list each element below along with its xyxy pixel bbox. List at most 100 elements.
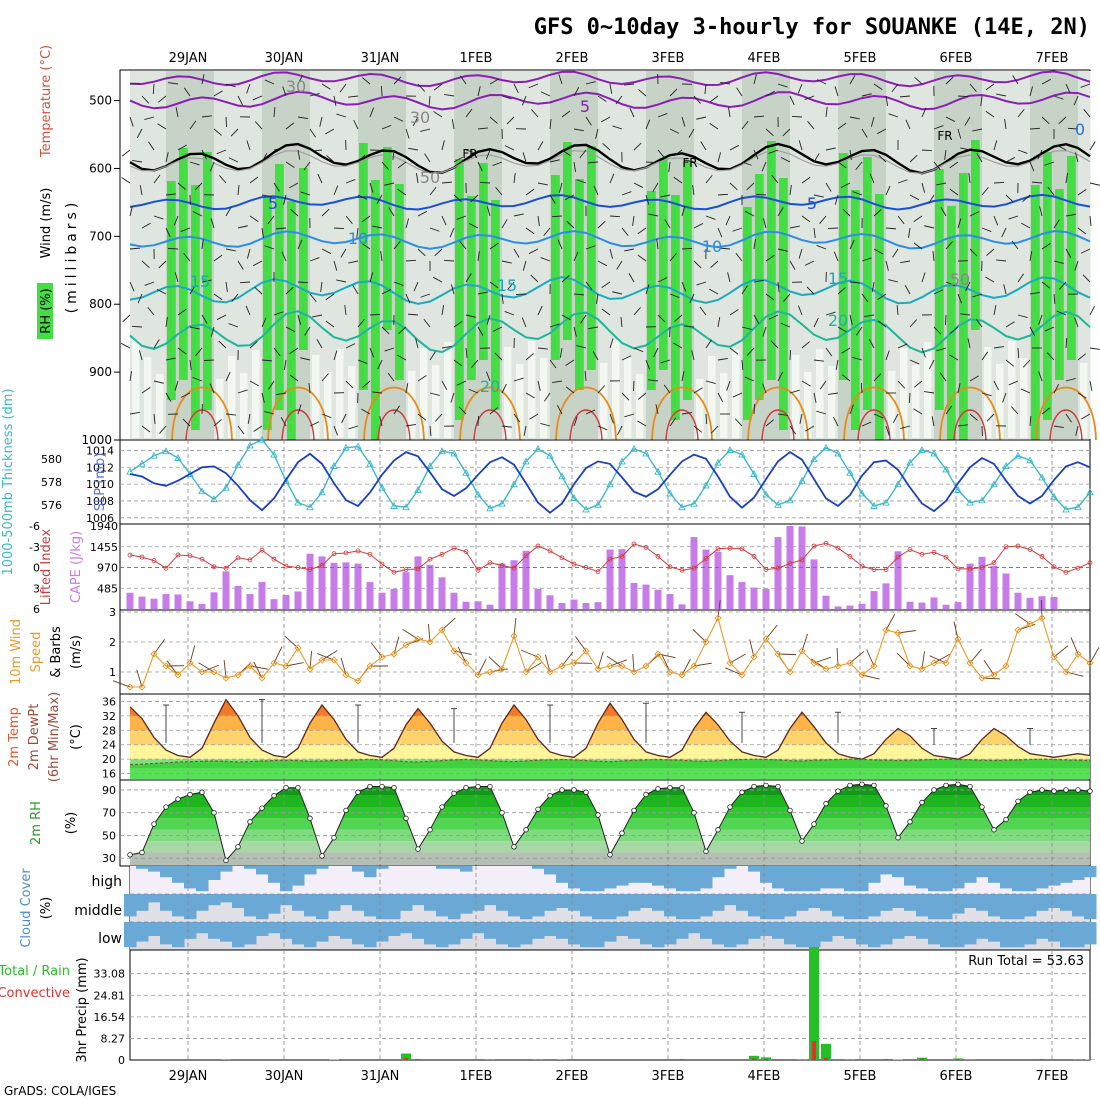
lifted-index-point bbox=[775, 565, 781, 571]
cloud-cover-bar bbox=[1084, 922, 1097, 945]
cape-bar bbox=[174, 594, 182, 609]
contour-label: 30 bbox=[410, 108, 430, 127]
wind-barb bbox=[993, 305, 997, 316]
wind-barb bbox=[507, 281, 515, 290]
precip-convective-bar bbox=[920, 1058, 924, 1060]
wind-barb bbox=[580, 314, 587, 324]
thickness-point bbox=[318, 488, 326, 496]
precip-tick-label: 8.27 bbox=[101, 1032, 126, 1045]
grads-credit: GrADS: COLA/IGES bbox=[4, 1084, 116, 1098]
wind-barb bbox=[736, 87, 743, 97]
cloud-cover-bar bbox=[868, 922, 881, 948]
lifted-index-point bbox=[811, 543, 817, 549]
wind-barb bbox=[801, 341, 810, 349]
wind-barb bbox=[249, 380, 259, 387]
slp-tick-label: 1008 bbox=[86, 495, 114, 508]
wind-barb bbox=[914, 76, 923, 85]
upper-ylabel: (millibars) bbox=[64, 199, 80, 314]
wind-barb bbox=[819, 380, 827, 390]
rh-column bbox=[886, 71, 899, 439]
wind-barb bbox=[213, 90, 223, 97]
wind-barb bbox=[816, 244, 827, 250]
rh-moist-plume bbox=[659, 158, 668, 370]
wind-barb bbox=[841, 374, 851, 382]
rh2m-point bbox=[655, 786, 661, 792]
cloud-cover-bar bbox=[892, 922, 905, 939]
wind-barb bbox=[587, 161, 599, 164]
rh-dry-patch bbox=[324, 372, 332, 438]
wind-barb bbox=[501, 260, 512, 264]
wind10m-speed-point bbox=[162, 662, 170, 670]
wind-barb bbox=[939, 372, 947, 382]
wind-barb bbox=[456, 380, 467, 386]
cloud-cover-bar bbox=[724, 894, 737, 906]
cape-bar bbox=[486, 604, 494, 609]
date-label-top: 1FEB bbox=[460, 51, 493, 66]
wind-barb bbox=[813, 359, 824, 362]
li-label: Lifted Index bbox=[39, 528, 54, 605]
wind10m-speed-point bbox=[654, 650, 662, 658]
cloud-cover-bar bbox=[280, 922, 293, 939]
wind10m-barb bbox=[692, 629, 707, 643]
wind-barb bbox=[777, 248, 788, 252]
wind-barb bbox=[1056, 310, 1067, 316]
wind-barb bbox=[228, 323, 239, 328]
cloud-cover-bar bbox=[616, 894, 629, 917]
wind10m-speed-point bbox=[642, 662, 650, 670]
wind-barb bbox=[429, 351, 436, 361]
wind-barb bbox=[218, 340, 227, 349]
wind-barb bbox=[669, 128, 680, 134]
wind-barb bbox=[1077, 392, 1087, 399]
lifted-index-point bbox=[919, 551, 925, 557]
lifted-index-point bbox=[211, 564, 217, 570]
wind-barb bbox=[201, 314, 208, 324]
rh2m-point bbox=[1063, 787, 1069, 793]
cloud-cover-bar bbox=[400, 894, 413, 911]
wind-barb bbox=[348, 95, 359, 98]
wind-barb bbox=[949, 161, 959, 169]
cloud-cover-bar bbox=[484, 922, 497, 939]
wind-barb bbox=[213, 419, 222, 427]
wind-barb bbox=[225, 281, 228, 292]
wind-barb bbox=[657, 277, 668, 283]
cloud-cover-bar bbox=[244, 922, 257, 945]
wind10m-speed-point bbox=[522, 668, 530, 676]
thickness-point bbox=[1062, 505, 1070, 513]
wind10m-barb bbox=[340, 657, 347, 676]
wind-barb bbox=[309, 92, 320, 97]
wind-barb bbox=[485, 371, 491, 382]
rh2m-point bbox=[355, 789, 361, 795]
upper-legend-rh: RH (%) bbox=[39, 288, 54, 333]
rh-moist-plume bbox=[479, 163, 488, 360]
wind-barb bbox=[183, 253, 191, 262]
wind-barb bbox=[762, 383, 767, 394]
thickness-point bbox=[174, 454, 182, 461]
wind-barb bbox=[681, 206, 686, 217]
wind-barb bbox=[797, 305, 803, 316]
wind-barb bbox=[798, 140, 803, 151]
wind-barb bbox=[720, 81, 731, 85]
thickness-point bbox=[546, 451, 554, 459]
wind-barb bbox=[945, 76, 954, 85]
wind-barb bbox=[1008, 380, 1019, 386]
wind-barb bbox=[727, 272, 731, 283]
wind-barb bbox=[485, 149, 491, 160]
wind-barb bbox=[777, 371, 783, 382]
wind-barb bbox=[717, 152, 722, 163]
wind-barb bbox=[1089, 305, 1095, 316]
wind-barb bbox=[201, 115, 212, 118]
rh2m-point bbox=[727, 804, 733, 810]
wind-barb bbox=[252, 260, 263, 267]
rh-moist-plume bbox=[491, 200, 500, 410]
cloud-cover-bar bbox=[568, 922, 581, 945]
rh-moist-plume bbox=[683, 162, 692, 400]
slp-label-slp: SLP (mb) bbox=[93, 453, 108, 512]
cloud-cover-bar bbox=[892, 866, 905, 878]
wind-barb bbox=[525, 188, 535, 196]
cape-bar bbox=[450, 592, 458, 609]
cloud-cover-bar bbox=[556, 866, 569, 883]
cloud-cover-bar bbox=[412, 922, 425, 939]
lifted-index-point bbox=[559, 555, 565, 561]
thickness-point bbox=[426, 462, 434, 469]
wind-barb bbox=[153, 215, 164, 220]
